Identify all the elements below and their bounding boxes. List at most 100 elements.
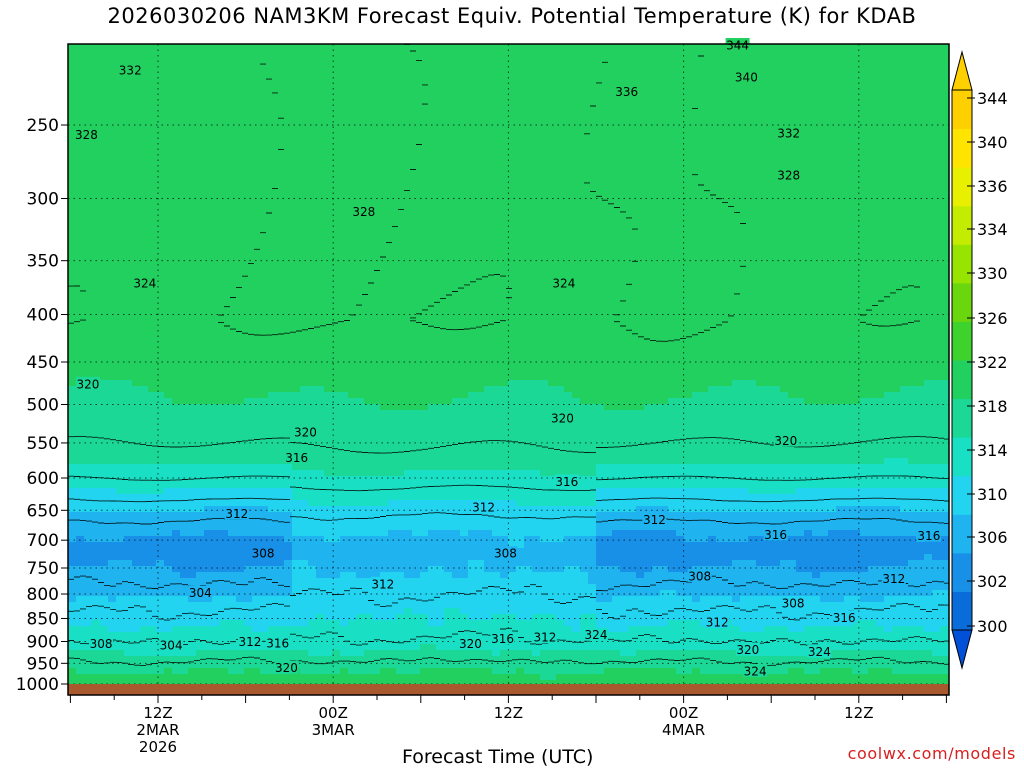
field-cell: [420, 500, 429, 537]
field-cell: [716, 596, 725, 621]
field-cell: [204, 602, 213, 627]
field-cell: [676, 398, 685, 465]
field-cell: [132, 632, 141, 657]
contour-label: 316: [764, 528, 787, 542]
field-cell: [660, 590, 669, 627]
field-cell: [908, 512, 917, 537]
field-cell: [212, 44, 221, 405]
field-cell: [492, 44, 501, 387]
field-cell: [580, 506, 589, 537]
field-cell: [156, 44, 165, 393]
field-cell: [364, 674, 373, 693]
field-cell: [148, 596, 157, 627]
field-cell: [316, 578, 325, 615]
contour-label: 308: [90, 637, 113, 651]
field-cell: [820, 668, 829, 693]
colorbar-bottom-arrow: [951, 629, 973, 670]
field-cell: [692, 542, 701, 567]
field-cell: [100, 542, 109, 567]
field-cell: [612, 650, 621, 669]
field-cell: [444, 668, 453, 695]
field-cell: [268, 488, 277, 513]
field-cell: [588, 44, 597, 405]
field-cell: [892, 596, 901, 627]
field-cell: [764, 536, 773, 567]
field-cell: [708, 596, 717, 627]
field-cell: [524, 506, 533, 537]
colorbar-segment: [952, 321, 972, 361]
field-cell: [636, 650, 645, 669]
field-cell: [508, 380, 517, 471]
contour-label: 312: [239, 635, 262, 649]
field-cell: [740, 560, 749, 597]
field-cell: [668, 650, 677, 669]
field-cell: [916, 596, 925, 627]
field-cell: [780, 392, 789, 465]
field-cell: [548, 476, 557, 507]
field-cell: [652, 404, 661, 465]
field-cell: [316, 506, 325, 537]
field-cell: [620, 530, 629, 573]
y-tick-label: 500: [27, 396, 59, 416]
field-cell: [708, 674, 717, 693]
field-cell: [772, 596, 781, 627]
field-cell: [724, 44, 733, 387]
field-cell: [500, 386, 509, 471]
field-cell: [180, 596, 189, 627]
field-cell: [700, 512, 709, 543]
field-cell: [316, 386, 325, 471]
field-cell: [444, 44, 453, 405]
field-cell: [404, 44, 413, 411]
contour-label: 304: [160, 639, 183, 653]
field-cell: [820, 650, 829, 669]
field-cell: [204, 626, 213, 651]
field-cell: [444, 404, 453, 471]
field-cell: [156, 674, 165, 693]
field-cell: [172, 572, 181, 597]
field-cell: [308, 506, 317, 537]
field-cell: [844, 668, 853, 695]
field-cell: [260, 398, 269, 465]
field-cell: [740, 632, 749, 651]
field-cell: [820, 572, 829, 603]
field-cell: [332, 476, 341, 507]
field-cell: [100, 380, 109, 465]
field-cell: [892, 626, 901, 651]
field-cell: [612, 530, 621, 567]
field-cell: [372, 578, 381, 621]
field-cell: [260, 44, 269, 399]
field-cell: [876, 398, 885, 465]
contour-label: 316: [833, 611, 856, 625]
field-cell: [804, 626, 813, 657]
field-cell: [780, 494, 789, 513]
field-cell: [620, 44, 629, 411]
field-cell: [692, 566, 701, 603]
field-cell: [252, 650, 261, 669]
field-cell: [180, 536, 189, 579]
field-cell: [396, 410, 405, 477]
field-cell: [836, 506, 845, 531]
field-cell: [588, 674, 597, 693]
contour-label: 312: [533, 631, 556, 645]
field-cell: [92, 44, 101, 381]
colorbar-label: 344: [977, 89, 1008, 108]
field-cell: [340, 536, 349, 573]
field-cell: [708, 626, 717, 651]
field-cell: [796, 596, 805, 633]
field-cell: [564, 392, 573, 477]
field-cell: [236, 602, 245, 621]
field-cell: [900, 626, 909, 651]
field-cell: [372, 650, 381, 675]
field-cell: [692, 488, 701, 513]
field-cell: [932, 656, 941, 675]
contour-label: 312: [472, 501, 495, 515]
field-cell: [188, 44, 197, 405]
field-cell: [844, 464, 853, 489]
field-cell: [76, 596, 85, 627]
field-cell: [868, 650, 877, 669]
field-cell: [516, 668, 525, 693]
field-cell: [340, 44, 349, 393]
field-cell: [108, 542, 117, 561]
field-cell: [484, 470, 493, 501]
field-cell: [300, 650, 309, 675]
